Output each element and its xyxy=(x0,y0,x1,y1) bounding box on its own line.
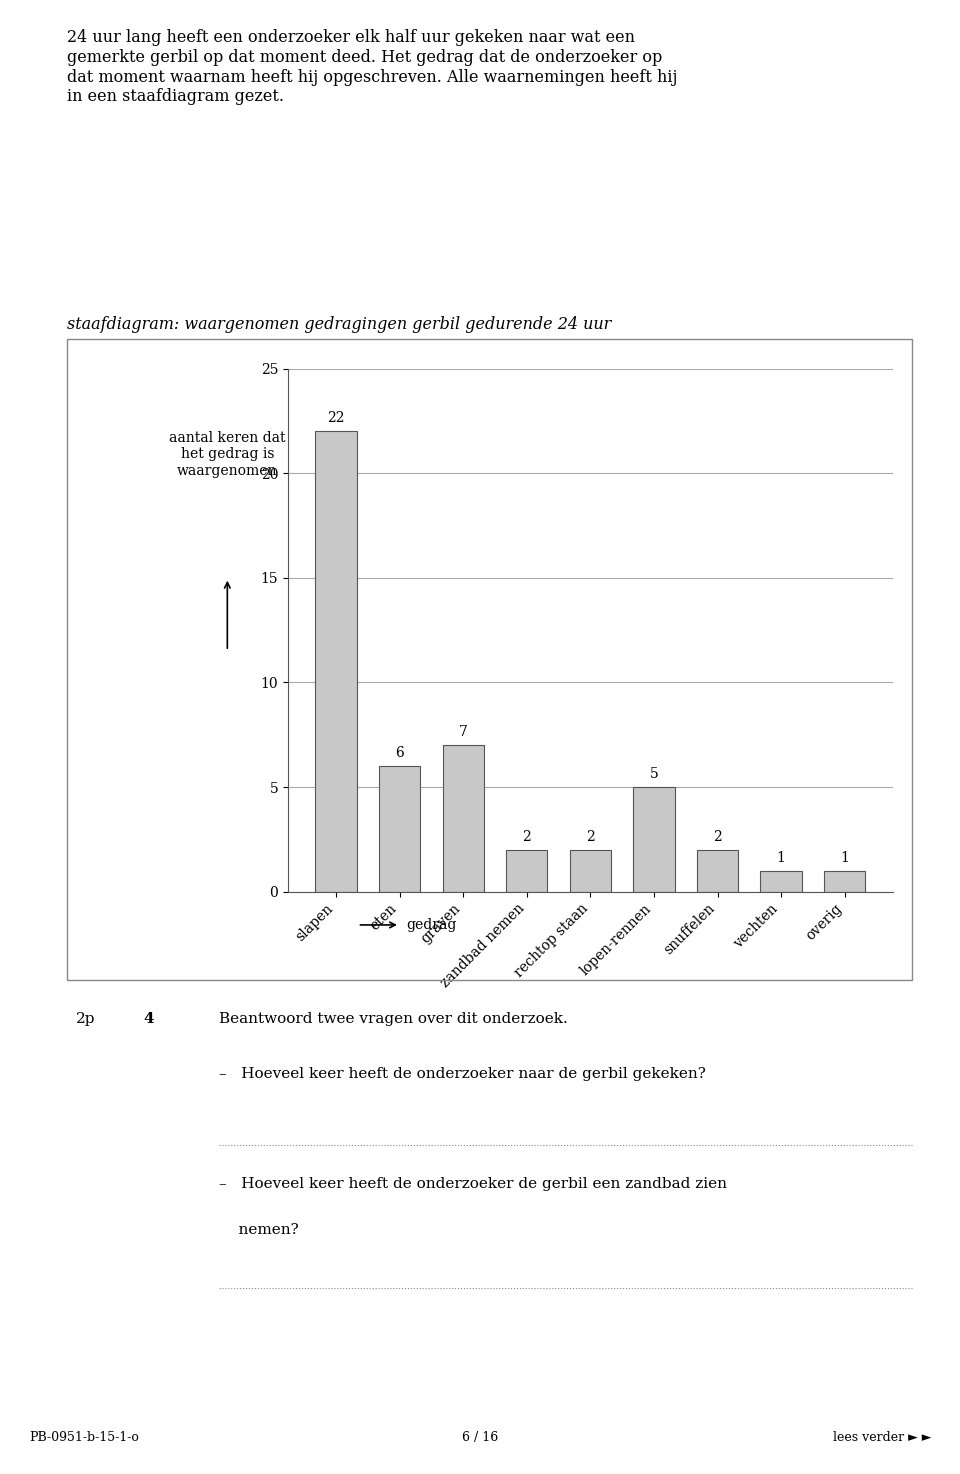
Text: 6 / 16: 6 / 16 xyxy=(462,1431,498,1443)
Text: –   Hoeveel keer heeft de onderzoeker naar de gerbil gekeken?: – Hoeveel keer heeft de onderzoeker naar… xyxy=(219,1067,707,1080)
Text: –   Hoeveel keer heeft de onderzoeker de gerbil een zandbad zien: – Hoeveel keer heeft de onderzoeker de g… xyxy=(219,1178,728,1191)
Text: 4: 4 xyxy=(143,1013,154,1026)
Bar xyxy=(443,746,484,892)
Text: 6: 6 xyxy=(396,746,404,761)
Text: 24 uur lang heeft een onderzoeker elk half uur gekeken naar wat een
gemerkte ger: 24 uur lang heeft een onderzoeker elk ha… xyxy=(67,29,678,105)
Bar xyxy=(569,850,612,892)
Text: 7: 7 xyxy=(459,725,468,738)
Text: 5: 5 xyxy=(650,766,659,781)
Text: gedrag: gedrag xyxy=(406,918,456,932)
Bar xyxy=(760,871,802,892)
Bar xyxy=(697,850,738,892)
Bar xyxy=(634,787,675,892)
Text: 1: 1 xyxy=(777,850,785,865)
Bar xyxy=(379,766,420,892)
Text: 22: 22 xyxy=(327,411,345,425)
Text: 2: 2 xyxy=(586,830,595,843)
Text: staafdiagram: waargenomen gedragingen gerbil gedurende 24 uur: staafdiagram: waargenomen gedragingen ge… xyxy=(67,315,612,333)
Bar xyxy=(506,850,547,892)
Text: aantal keren dat
het gedrag is
waargenomen: aantal keren dat het gedrag is waargenom… xyxy=(169,432,285,478)
Bar xyxy=(316,432,357,892)
Bar xyxy=(824,871,865,892)
Text: 2: 2 xyxy=(713,830,722,843)
Text: 2: 2 xyxy=(522,830,531,843)
Text: lees verder ► ►: lees verder ► ► xyxy=(833,1431,931,1443)
Text: 1: 1 xyxy=(840,850,849,865)
Text: 2p: 2p xyxy=(76,1013,95,1026)
Text: nemen?: nemen? xyxy=(219,1223,299,1237)
Text: Beantwoord twee vragen over dit onderzoek.: Beantwoord twee vragen over dit onderzoe… xyxy=(219,1013,568,1026)
Text: PB-0951-b-15-1-o: PB-0951-b-15-1-o xyxy=(29,1431,138,1443)
